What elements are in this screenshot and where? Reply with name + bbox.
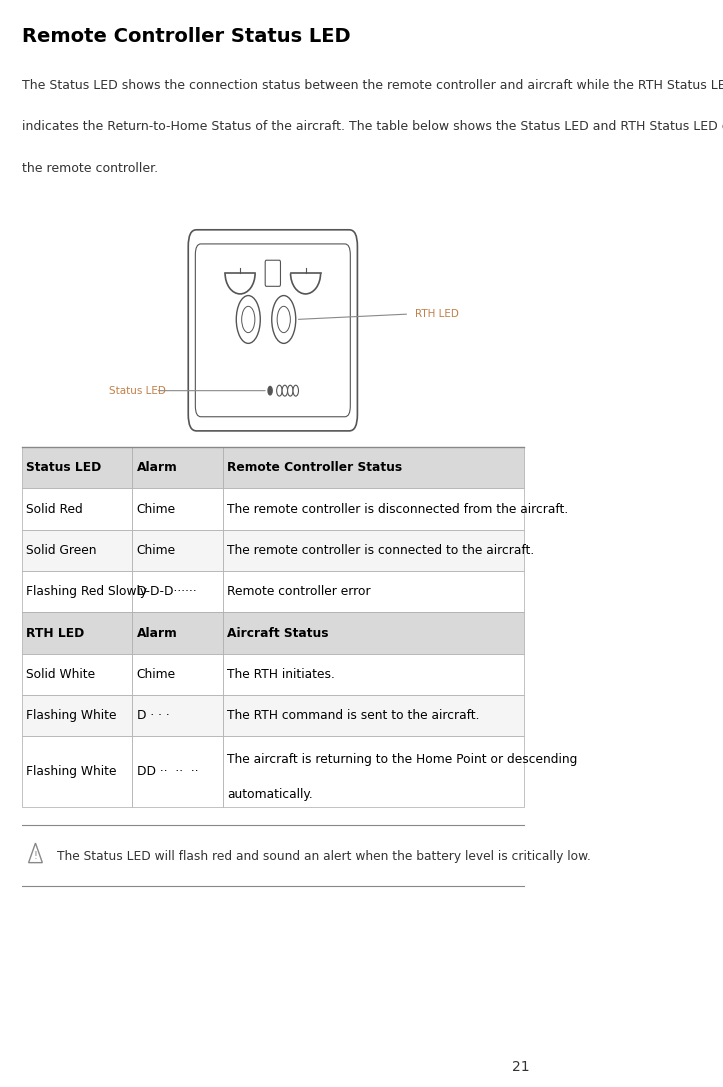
FancyBboxPatch shape <box>223 695 524 736</box>
Text: Alarm: Alarm <box>137 461 177 474</box>
Polygon shape <box>29 844 43 863</box>
FancyBboxPatch shape <box>22 612 132 653</box>
Text: The remote controller is connected to the aircraft.: The remote controller is connected to th… <box>227 544 534 557</box>
Text: Flashing Red Slowly: Flashing Red Slowly <box>26 585 147 598</box>
Text: indicates the Return-to-Home Status of the aircraft. The table below shows the S: indicates the Return-to-Home Status of t… <box>22 121 723 134</box>
FancyBboxPatch shape <box>22 488 132 529</box>
Text: Chime: Chime <box>137 502 176 515</box>
Text: The remote controller is disconnected from the aircraft.: The remote controller is disconnected fr… <box>227 502 568 515</box>
Text: Solid Green: Solid Green <box>26 544 97 557</box>
FancyBboxPatch shape <box>22 447 132 488</box>
Circle shape <box>268 386 273 395</box>
Text: The RTH command is sent to the aircraft.: The RTH command is sent to the aircraft. <box>227 709 479 722</box>
Text: the remote controller.: the remote controller. <box>22 162 158 175</box>
Text: Remote Controller Status LED: Remote Controller Status LED <box>22 27 351 46</box>
Text: Remote controller error: Remote controller error <box>227 585 371 598</box>
Text: Solid White: Solid White <box>26 667 95 680</box>
FancyBboxPatch shape <box>223 447 524 488</box>
FancyBboxPatch shape <box>132 695 223 736</box>
Circle shape <box>282 385 288 396</box>
Text: Flashing White: Flashing White <box>26 709 116 722</box>
Text: Alarm: Alarm <box>137 626 177 639</box>
Text: The RTH initiates.: The RTH initiates. <box>227 667 335 680</box>
Text: automatically.: automatically. <box>227 788 313 801</box>
FancyBboxPatch shape <box>132 571 223 612</box>
FancyBboxPatch shape <box>223 736 524 807</box>
Text: 21: 21 <box>512 1060 529 1074</box>
FancyBboxPatch shape <box>223 653 524 695</box>
Text: RTH LED: RTH LED <box>415 309 458 318</box>
FancyBboxPatch shape <box>132 736 223 807</box>
Circle shape <box>277 307 291 333</box>
FancyBboxPatch shape <box>22 695 132 736</box>
FancyBboxPatch shape <box>223 529 524 571</box>
FancyBboxPatch shape <box>132 488 223 529</box>
Text: Chime: Chime <box>137 667 176 680</box>
Circle shape <box>293 385 299 396</box>
Text: Solid Red: Solid Red <box>26 502 83 515</box>
Circle shape <box>277 385 282 396</box>
Text: DD ··  ··  ··: DD ·· ·· ·· <box>137 765 198 778</box>
Text: D-D-D······: D-D-D······ <box>137 585 197 598</box>
Circle shape <box>236 296 260 343</box>
FancyBboxPatch shape <box>132 447 223 488</box>
Text: !: ! <box>33 851 38 861</box>
FancyBboxPatch shape <box>22 653 132 695</box>
FancyBboxPatch shape <box>132 529 223 571</box>
Text: The Status LED will flash red and sound an alert when the battery level is criti: The Status LED will flash red and sound … <box>57 850 591 863</box>
FancyBboxPatch shape <box>223 488 524 529</box>
FancyBboxPatch shape <box>223 612 524 653</box>
Text: Status LED: Status LED <box>109 386 166 396</box>
Text: Aircraft Status: Aircraft Status <box>227 626 328 639</box>
FancyBboxPatch shape <box>223 571 524 612</box>
Text: Remote Controller Status: Remote Controller Status <box>227 461 402 474</box>
Text: The Status LED shows the connection status between the remote controller and air: The Status LED shows the connection stat… <box>22 79 723 92</box>
Text: Flashing White: Flashing White <box>26 765 116 778</box>
FancyBboxPatch shape <box>22 736 132 807</box>
Text: The aircraft is returning to the Home Point or descending: The aircraft is returning to the Home Po… <box>227 753 578 766</box>
FancyBboxPatch shape <box>132 653 223 695</box>
FancyBboxPatch shape <box>22 571 132 612</box>
FancyBboxPatch shape <box>265 260 281 286</box>
FancyBboxPatch shape <box>188 229 357 430</box>
Text: D · · ·: D · · · <box>137 709 169 722</box>
Text: Chime: Chime <box>137 544 176 557</box>
Circle shape <box>241 307 255 333</box>
Circle shape <box>272 296 296 343</box>
Text: RTH LED: RTH LED <box>26 626 85 639</box>
Text: Status LED: Status LED <box>26 461 101 474</box>
Circle shape <box>288 385 293 396</box>
FancyBboxPatch shape <box>132 612 223 653</box>
FancyBboxPatch shape <box>22 529 132 571</box>
